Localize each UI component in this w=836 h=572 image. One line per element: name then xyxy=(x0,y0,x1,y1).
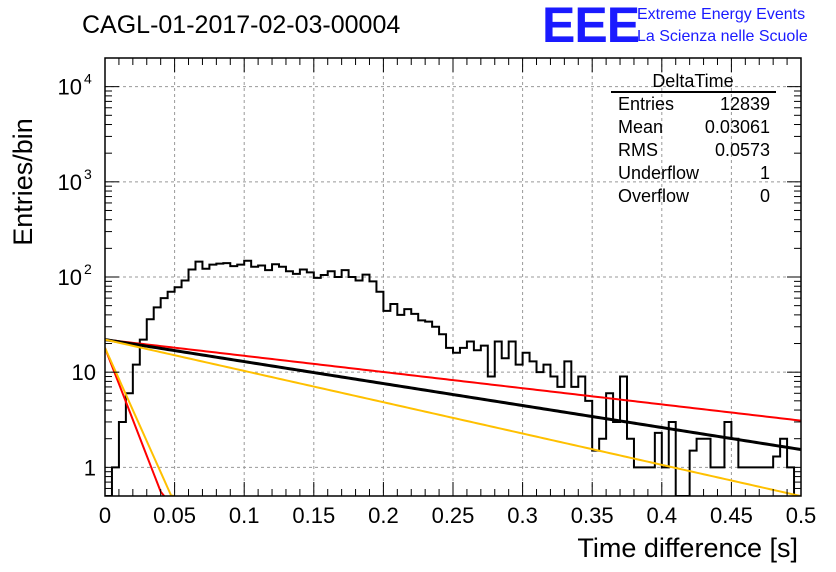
x-tick-label: 0.5 xyxy=(786,503,817,528)
logo-line-1: Extreme Energy Events xyxy=(637,6,805,23)
x-tick-label: 0.05 xyxy=(153,503,196,528)
stats-value: 12839 xyxy=(720,94,770,114)
plot-title: CAGL-01-2017-02-03-00004 xyxy=(82,11,400,39)
stats-value: 0.03061 xyxy=(705,117,770,137)
x-tick-label: 0.25 xyxy=(432,503,475,528)
x-tick-label: 0.4 xyxy=(647,503,678,528)
y-tick-label: 10 xyxy=(58,75,82,100)
stats-value: 0 xyxy=(760,186,770,206)
x-tick-label: 0.15 xyxy=(292,503,335,528)
fit-curve-2 xyxy=(105,338,801,452)
logo-letters: EEE xyxy=(542,0,639,53)
y-tick-label: 1 xyxy=(84,455,96,480)
x-tick-label: 0.3 xyxy=(507,503,538,528)
fit-curve-4 xyxy=(105,347,165,496)
stats-name: DeltaTime xyxy=(652,71,733,91)
x-tick-label: 0.45 xyxy=(710,503,753,528)
stats-label: Overflow xyxy=(618,186,690,206)
y-tick-exponent: 2 xyxy=(84,261,92,277)
stats-box: DeltaTime Entries 12839 Mean 0.03061 RMS 0.05… xyxy=(611,71,776,206)
stats-value: 1 xyxy=(760,163,770,183)
y-tick-label: 10 xyxy=(72,360,96,385)
y-tick-label: 10 xyxy=(58,265,82,290)
stats-rows: Entries 12839 Mean 0.03061 RMS 0.0573 Underflo… xyxy=(618,94,770,206)
x-tick-label: 0.1 xyxy=(229,503,260,528)
histogram-deltatime xyxy=(105,259,801,496)
y-axis-title: Entries/bin xyxy=(8,118,38,246)
logo-line-2: La Scienza nelle Scuole xyxy=(637,28,808,45)
y-tick-label: 10 xyxy=(58,170,82,195)
fit-curve-3 xyxy=(105,338,801,496)
plot-area xyxy=(105,259,801,496)
stats-label: Underflow xyxy=(618,163,700,183)
stats-value: 0.0573 xyxy=(715,140,770,160)
stats-label: RMS xyxy=(618,140,658,160)
stats-label: Mean xyxy=(618,117,663,137)
stats-label: Entries xyxy=(618,94,674,114)
eee-logo: EEE Extreme Energy Events La Scienza nel… xyxy=(542,0,808,53)
x-tick-label: 0.2 xyxy=(368,503,399,528)
x-axis-title: Time difference [s] xyxy=(577,533,798,563)
grid-lines xyxy=(105,58,801,496)
y-tick-exponent: 3 xyxy=(84,166,92,182)
fit-curve-1 xyxy=(105,338,801,422)
y-tick-exponent: 4 xyxy=(84,71,92,87)
axes: 0 0.05 0.1 0.15 0.2 0.25 0.3 0.35 0.4 0.45 0.51101… xyxy=(58,57,817,528)
x-tick-label: 0.35 xyxy=(571,503,614,528)
x-tick-label: 0 xyxy=(99,503,111,528)
fit-curve-5 xyxy=(105,347,175,496)
